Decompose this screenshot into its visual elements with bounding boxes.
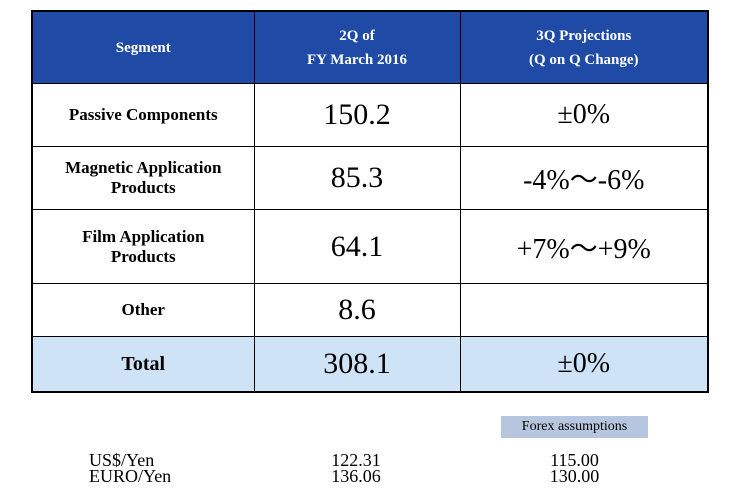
row-2q-value: 85.3 (253, 146, 461, 210)
header-2q-line1: 2Q of (339, 27, 375, 44)
forex-2q-value: 122.31 (331, 450, 381, 470)
header-3q-line1: 3Q Projections (536, 27, 632, 44)
row-3q-projection: ±0% (459, 83, 709, 147)
row-3q-projection: -4%～-6% (459, 146, 709, 210)
row-label: Film Application Products (31, 209, 255, 284)
row-label: Magnetic Application Products (31, 146, 255, 210)
row-2q-value: 64.1 (253, 209, 461, 284)
forex-2q-value: 136.06 (331, 466, 381, 486)
table-row: Other 8.6 (31, 283, 709, 337)
table-header-row: Segment 2Q of FY March 2016 3Q Projectio… (31, 10, 709, 84)
total-label: Total (31, 336, 255, 393)
table-row: Magnetic Application Products 85.3 -4%～-… (31, 146, 709, 210)
row-2q-value: 8.6 (253, 283, 461, 337)
forex-3q-value: 115.00 (550, 450, 599, 470)
header-2q-line2: FY March 2016 (307, 51, 407, 68)
table-row: Passive Components 150.2 ±0% (31, 83, 709, 147)
forex-3q-value: 130.00 (549, 466, 600, 486)
forex-label: EURO/Yen (89, 466, 172, 486)
segment-table: Segment 2Q of FY March 2016 3Q Projectio… (31, 10, 709, 393)
row-3q-projection: +7%～+9% (459, 209, 709, 284)
row-label: Other (31, 283, 255, 337)
forex-assumptions-tag: Forex assumptions (501, 416, 648, 438)
row-2q-value: 150.2 (253, 83, 461, 147)
forex-label: US$/Yen (89, 450, 155, 470)
header-segment: Segment (31, 10, 255, 84)
header-3q: 3Q Projections (Q on Q Change) (459, 10, 709, 84)
row-label: Passive Components (31, 83, 255, 147)
header-2q: 2Q of FY March 2016 (253, 10, 461, 84)
row-3q-projection (459, 283, 709, 337)
total-row: Total 308.1 ±0% (31, 336, 709, 393)
table-row: Film Application Products 64.1 +7%～+9% (31, 209, 709, 284)
header-3q-line2: (Q on Q Change) (528, 51, 639, 68)
total-3q-projection: ±0% (459, 336, 709, 393)
total-2q-value: 308.1 (253, 336, 461, 393)
